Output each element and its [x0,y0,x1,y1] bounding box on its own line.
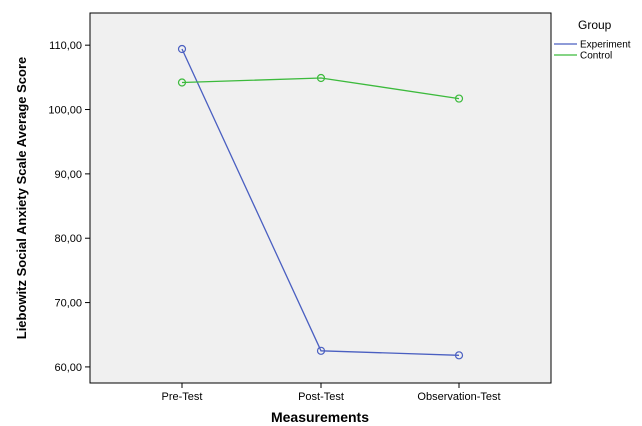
data-point-control [316,73,326,83]
x-tick-label: Post-Test [298,391,344,403]
y-tick-label: 60,00 [54,362,82,374]
y-axis-title: Liebowitz Social Anxiety Scale Average S… [14,57,29,340]
data-point-experiment [454,351,464,360]
x-axis-title: Measurements [271,409,369,425]
legend-label: Experiment [580,40,631,51]
series-line-control [181,77,460,100]
data-point-control [177,78,187,87]
series-line-experiment [181,48,460,356]
y-tick-label: 80,00 [54,233,82,245]
legend-label: Control [580,51,612,62]
x-tick-label: Pre-Test [162,391,203,403]
y-tick-label: 70,00 [54,298,82,310]
legend-title: Group [578,18,612,32]
y-axis: 60,00 70,00 80,00 90,00 100,00 110,00 [48,40,90,374]
data-point-experiment [177,44,187,54]
x-axis: Pre-Test Post-Test Observation-Test [162,383,501,403]
series-layer [177,44,464,360]
plot-area [89,12,552,384]
y-tick-label: 90,00 [54,169,82,181]
x-tick-label: Observation-Test [417,391,500,403]
y-tick-label: 110,00 [49,40,82,52]
data-point-control [454,94,464,103]
data-point-experiment [316,346,326,355]
y-tick-label: 100,00 [48,105,82,117]
